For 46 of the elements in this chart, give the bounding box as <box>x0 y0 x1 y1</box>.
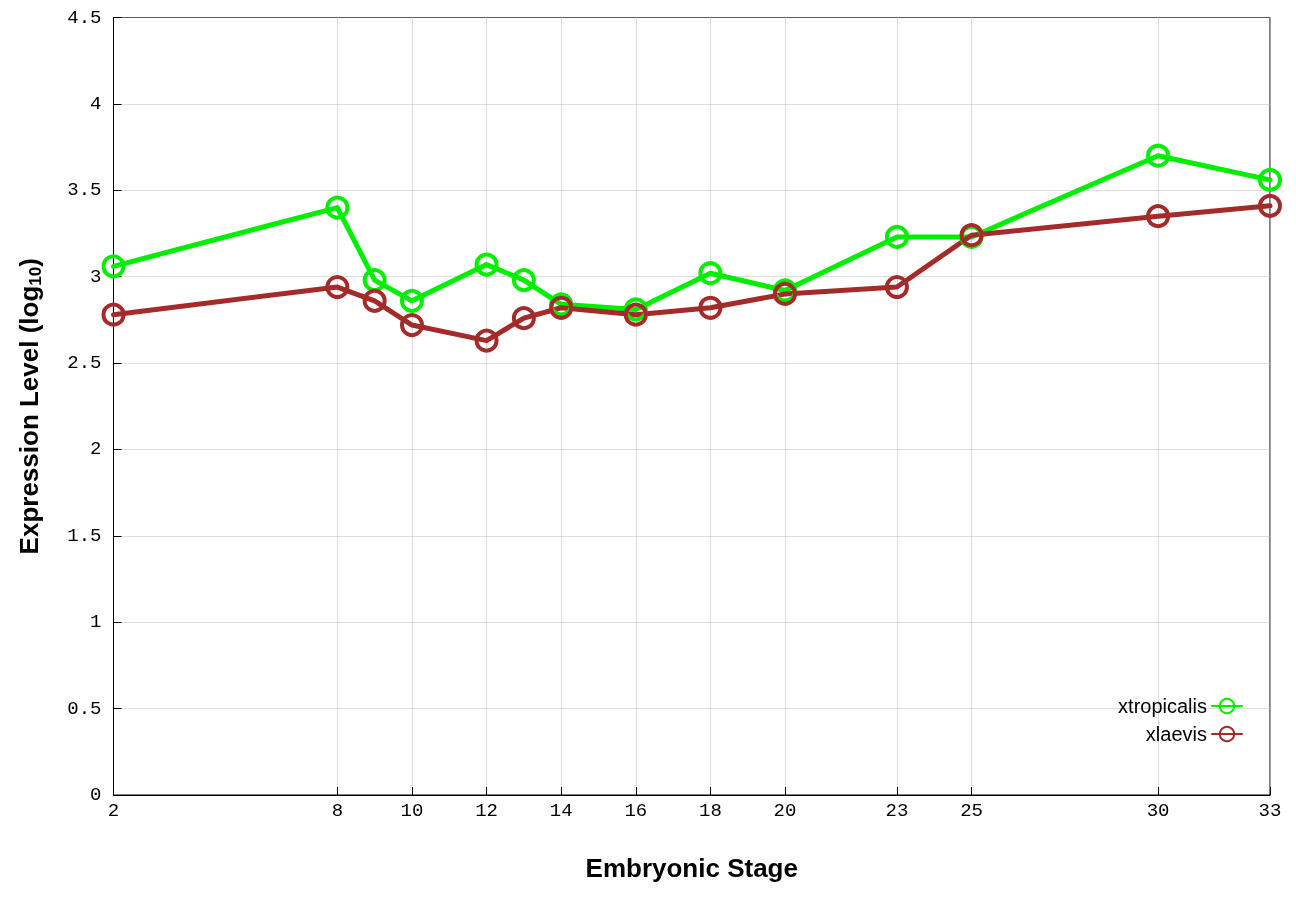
y-tick-label: 0 <box>90 784 102 806</box>
y-tick-label: 1.5 <box>67 524 102 547</box>
point <box>399 288 424 313</box>
x-tick-label: 16 <box>624 799 648 822</box>
x-tick-label: 10 <box>400 799 424 822</box>
point <box>623 302 648 327</box>
point <box>101 302 126 327</box>
x-tick-label: 18 <box>699 799 722 822</box>
point <box>884 275 909 300</box>
y-tick-label: 3.5 <box>67 179 102 202</box>
point <box>1146 143 1171 168</box>
point <box>1258 167 1282 192</box>
point <box>474 328 499 353</box>
point <box>511 306 536 331</box>
legend-label: xtropicalis <box>1118 695 1207 717</box>
point <box>325 275 350 300</box>
point <box>325 195 350 220</box>
point <box>698 295 723 320</box>
point <box>362 288 387 313</box>
x-tick-label: 8 <box>331 799 344 822</box>
legend-label: xlaevis <box>1145 723 1207 745</box>
y-tick-label: 4.5 <box>67 6 102 29</box>
x-tick-label: 33 <box>1258 799 1282 822</box>
y-tick-label: 1 <box>90 611 102 634</box>
x-tick-label: 12 <box>475 799 498 822</box>
x-tick-label: 20 <box>773 799 797 822</box>
point <box>511 268 536 293</box>
y-tick-label: 3 <box>90 265 102 288</box>
y-tick-label: 4 <box>90 92 102 115</box>
y-tick-label: 2 <box>90 438 102 461</box>
point <box>474 252 499 277</box>
x-tick-label: 2 <box>107 799 120 822</box>
x-tick-label: 23 <box>885 799 909 822</box>
point <box>698 261 723 286</box>
point <box>101 254 126 279</box>
x-axis-title: Embryonic Stage <box>585 853 798 883</box>
y-tick-label: 2.5 <box>67 352 102 375</box>
y-tick-label: 0.5 <box>67 697 102 720</box>
point <box>1258 193 1282 218</box>
y-axis-title: Expression Level (log10) <box>14 258 45 555</box>
point <box>399 313 424 338</box>
point <box>884 224 909 249</box>
x-tick-label: 14 <box>549 799 573 822</box>
x-tick-label: 30 <box>1146 799 1170 822</box>
point <box>1146 204 1171 229</box>
x-tick-label: 25 <box>960 799 983 822</box>
